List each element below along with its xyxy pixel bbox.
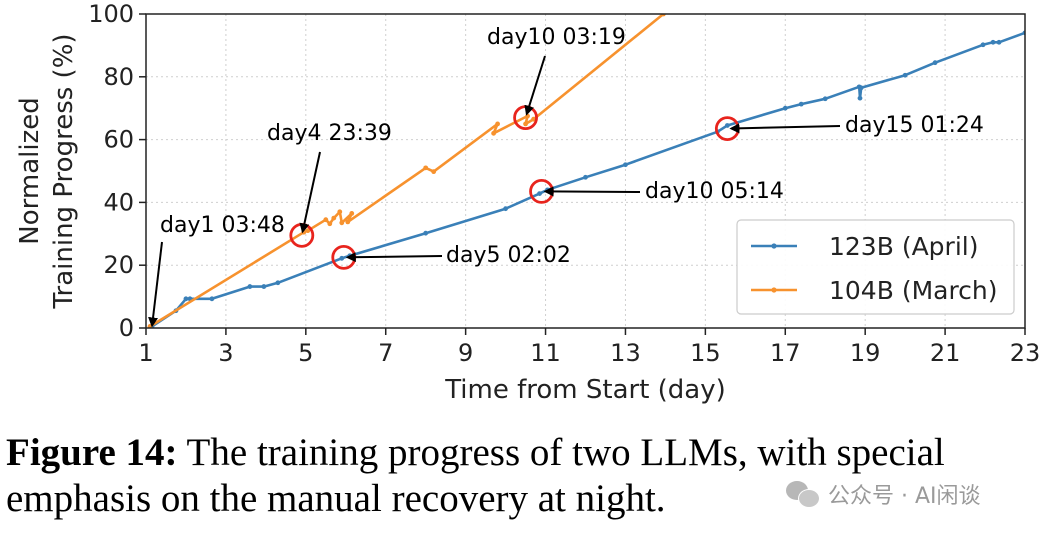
y-axis-label-line2: Training Progress (%) [49,33,79,309]
legend-box [736,219,1015,315]
data-point [183,296,189,302]
annotation-2: day5 02:02 [331,243,571,270]
data-point [339,255,345,261]
data-point [782,105,788,111]
annotation-label: day4 23:39 [267,121,392,146]
data-point [423,230,429,236]
x-tick-label: 9 [458,339,473,367]
annotation-label: day15 01:24 [845,113,984,138]
x-tick-label: 5 [298,339,313,367]
x-tick-label: 17 [770,339,801,367]
y-tick-label: 80 [103,63,134,91]
data-point [209,296,215,302]
annotation-label: day10 03:19 [487,25,626,50]
annotation-arrow [345,252,443,263]
data-point [491,130,497,136]
data-point [724,123,730,128]
x-tick-label: 11 [530,339,561,367]
data-point [495,121,500,127]
plot-frame [145,13,1026,329]
annotation-arrow [543,186,641,197]
annotation-3: day10 03:19 [487,25,626,131]
data-point [261,284,267,289]
annotations: day1 03:48 day4 23:39 day5 02:02 day10 03:1… [148,25,984,328]
x-tick-label: 19 [850,339,881,367]
series-line [149,14,665,328]
data-point [423,165,429,171]
annotation-0: day1 03:48 [148,213,285,328]
data-point [537,191,542,197]
legend: 123B (April) 104B (March) [736,219,1015,315]
y-tick-label: 100 [88,0,134,28]
data-point [531,116,536,122]
y-tick-label: 60 [103,126,134,154]
annotation-arrow [524,55,546,116]
data-point [349,210,355,216]
annotation-label: day10 05:14 [645,179,784,204]
y-tick-label: 20 [103,251,134,279]
caption-label: Figure 14: [6,431,178,474]
annotation-arrow [299,151,321,234]
wechat-icon [786,479,820,509]
data-point [503,206,508,212]
caption-text: The training progress of two LLMs, with … [6,431,945,520]
x-tick-label: 21 [930,339,961,367]
data-point [932,60,938,66]
annotation-4: day10 05:14 [529,179,784,204]
annotation-arrow [729,123,841,134]
data-point [331,215,337,221]
data-point [247,284,253,289]
annotation-label: day1 03:48 [160,213,285,238]
y-tick-label: 40 [103,188,134,216]
series-1 [147,14,666,328]
annotation-1: day4 23:39 [267,121,392,248]
x-tick-label: 13 [610,339,641,367]
x-tick-label: 1 [138,339,153,367]
legend-swatch-marker [771,287,777,293]
data-point [858,85,864,91]
x-axis-label: Time from Start (day) [444,375,726,405]
x-tick-label: 3 [218,339,233,367]
annotation-arrow [148,241,163,328]
data-point [327,221,333,227]
data-point [525,113,530,119]
data-point [345,219,351,225]
annotation-label: day5 02:02 [446,243,571,268]
series-line [151,31,1025,328]
data-point [990,39,996,45]
y-axis-label-line1: Normalized [15,97,45,244]
highlight-circle [289,222,315,248]
data-point [996,39,1002,45]
legend-entry: 123B (April) [829,232,978,261]
watermark-text: 公众号 · AI闲谈 [828,484,981,509]
legend-entry: 104B (March) [829,276,998,305]
training-progress-chart: day1 03:48 day4 23:39 day5 02:02 day10 03:1… [15,0,1040,405]
data-point [902,72,908,78]
data-point [339,220,345,226]
data-point [337,209,343,215]
annotation-5: day15 01:24 [714,113,984,142]
data-point [822,96,828,102]
watermark: 公众号 · AI闲谈 [786,478,981,510]
data-point [980,42,986,48]
data-point [523,121,528,127]
data-point [323,217,329,223]
legend-swatch-marker [771,243,777,249]
x-tick-label: 23 [1010,339,1041,367]
data-point [275,280,281,286]
data-point [431,169,437,175]
data-point [857,95,863,101]
figure-caption: Figure 14: The training progress of two … [6,430,1056,522]
data-point [583,174,588,180]
data-point [623,162,628,168]
x-tick-label: 15 [690,339,721,367]
y-tick-label: 0 [119,314,134,342]
x-tick-label: 7 [378,339,393,367]
data-point [798,101,804,107]
